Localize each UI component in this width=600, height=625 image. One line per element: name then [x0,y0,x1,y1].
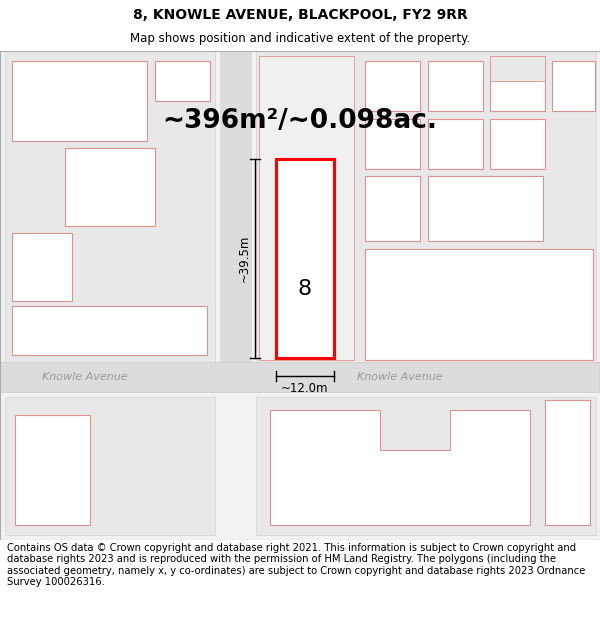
Bar [5,398,215,535]
Bar [545,401,590,525]
Bar [428,61,483,111]
Bar [365,61,420,111]
Text: 8: 8 [298,279,312,299]
Bar [155,61,210,101]
Text: ~39.5m: ~39.5m [238,235,251,282]
Bar [490,119,545,169]
Bar [5,51,215,362]
Bar [15,416,90,525]
Bar [12,306,207,356]
Bar [552,61,595,111]
Bar [365,249,593,361]
Bar [259,56,354,361]
Text: ~396m²/~0.098ac.: ~396m²/~0.098ac. [163,108,437,134]
Bar [0,362,600,392]
Bar [12,232,72,301]
Bar [490,56,545,81]
Bar [428,119,483,169]
Polygon shape [270,411,530,525]
Text: ~12.0m: ~12.0m [281,382,329,395]
Bar [256,51,596,362]
Bar [490,61,545,111]
Bar [256,398,596,535]
Text: 8, KNOWLE AVENUE, BLACKPOOL, FY2 9RR: 8, KNOWLE AVENUE, BLACKPOOL, FY2 9RR [133,8,467,22]
Bar [428,176,543,241]
Bar [365,119,420,169]
Bar [65,148,155,226]
Text: Knowle Avenue: Knowle Avenue [357,372,443,382]
Bar [365,176,420,241]
Bar [12,61,147,141]
Bar [276,159,334,359]
Bar [220,51,252,362]
Text: Map shows position and indicative extent of the property.: Map shows position and indicative extent… [130,32,470,45]
Text: Knowle Avenue: Knowle Avenue [42,372,128,382]
Text: Contains OS data © Crown copyright and database right 2021. This information is : Contains OS data © Crown copyright and d… [7,542,586,588]
